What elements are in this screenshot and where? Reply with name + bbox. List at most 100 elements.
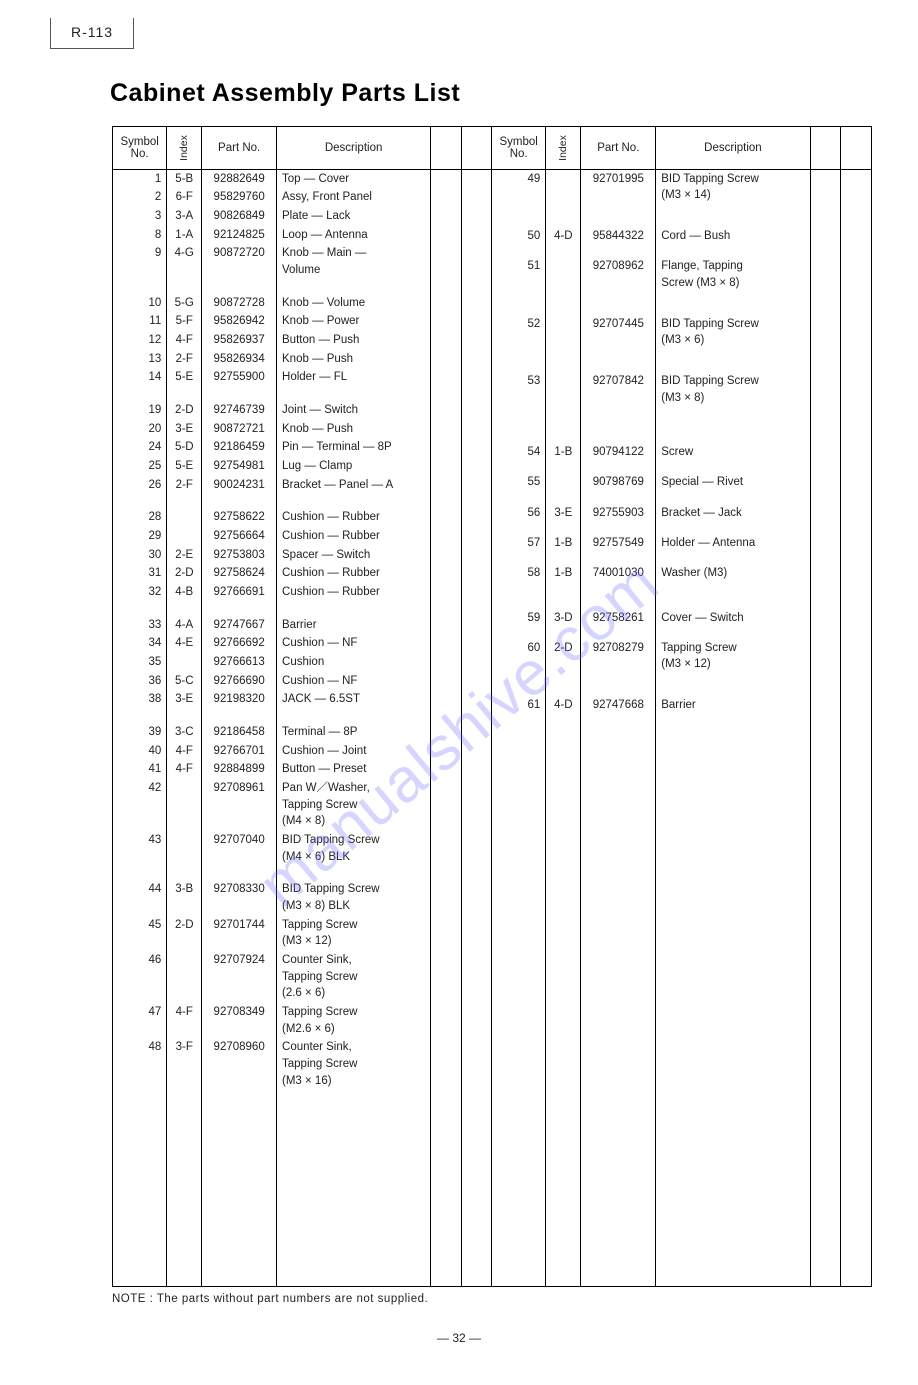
table-row: 312-D92758624Cushion — Rubber xyxy=(113,564,492,583)
cell-description: Holder — FL xyxy=(277,368,431,387)
cell-description: Bracket — Panel — A xyxy=(277,476,431,495)
table-row xyxy=(492,1090,871,1104)
table-row xyxy=(113,494,492,508)
cell-part-no: 92884899 xyxy=(202,760,277,779)
table-row xyxy=(492,838,871,852)
table-row: 5392707842BID Tapping Screw (M3 × 8) xyxy=(492,372,871,429)
cell-blank xyxy=(431,583,461,602)
cell-blank xyxy=(461,350,491,369)
cell-description: BID Tapping Screw (M3 × 14) xyxy=(656,169,810,227)
table-row xyxy=(492,866,871,880)
cell-symbol: 57 xyxy=(492,534,546,564)
cell-blank xyxy=(431,742,461,761)
table-row: 262-F90024231Bracket — Panel — A xyxy=(113,476,492,495)
cell-symbol: 52 xyxy=(492,315,546,372)
cell-index: 1-A xyxy=(167,226,202,245)
cell-blank xyxy=(461,1003,491,1038)
header-blank-2 xyxy=(461,127,491,169)
table-row xyxy=(492,1188,871,1202)
cell-index: 4-E xyxy=(167,634,202,653)
cell-description: Lug — Clamp xyxy=(277,457,431,476)
cell-blank xyxy=(431,169,461,188)
cell-blank xyxy=(461,723,491,742)
cell-part-no: 90794122 xyxy=(581,443,656,473)
cell-blank xyxy=(461,207,491,226)
cell-symbol: 54 xyxy=(492,443,546,473)
cell-index: 3-F xyxy=(167,1038,202,1090)
cell-part-no: 92755900 xyxy=(202,368,277,387)
cell-symbol: 34 xyxy=(113,634,167,653)
table-row xyxy=(492,1174,871,1188)
cell-index: 3-E xyxy=(167,420,202,439)
cell-part-no: 92186458 xyxy=(202,723,277,742)
table-row: 115-F95826942Knob — Power xyxy=(113,312,492,331)
table-row: 2992756664Cushion — Rubber xyxy=(113,527,492,546)
cell-blank xyxy=(810,169,840,227)
table-row: 4392707040BID Tapping Screw (M4 × 6) BLK xyxy=(113,831,492,866)
cell-description: Knob — Main — Volume xyxy=(277,244,431,279)
cell-part-no: 90872720 xyxy=(202,244,277,279)
cell-part-no: 92758624 xyxy=(202,564,277,583)
cell-blank xyxy=(431,350,461,369)
cell-blank xyxy=(841,257,871,314)
cell-part-no: 92757549 xyxy=(581,534,656,564)
cell-blank xyxy=(431,1038,461,1090)
cell-index xyxy=(167,653,202,672)
cell-blank xyxy=(431,207,461,226)
table-row: 105-G90872728Knob — Volume xyxy=(113,294,492,313)
table-row: 443-B92708330BID Tapping Screw (M3 × 8) … xyxy=(113,880,492,915)
cell-description: Counter Sink, Tapping Screw (M3 × 16) xyxy=(277,1038,431,1090)
table-row: 5590798769Special — Rivet xyxy=(492,473,871,503)
cell-blank xyxy=(461,368,491,387)
cell-part-no: 92758622 xyxy=(202,508,277,527)
cell-symbol: 14 xyxy=(113,368,167,387)
cell-symbol: 11 xyxy=(113,312,167,331)
cell-blank xyxy=(461,420,491,439)
table-row xyxy=(113,709,492,723)
cell-part-no: 92708279 xyxy=(581,639,656,696)
cell-symbol: 60 xyxy=(492,639,546,696)
cell-blank xyxy=(810,315,840,372)
cell-blank xyxy=(461,634,491,653)
table-row: 365-C92766690Cushion — NF xyxy=(113,672,492,691)
cell-part-no: 90798769 xyxy=(581,473,656,503)
cell-symbol: 41 xyxy=(113,760,167,779)
cell-blank xyxy=(431,1003,461,1038)
cell-blank xyxy=(431,508,461,527)
cell-index: 3-E xyxy=(546,504,581,534)
cell-index xyxy=(167,779,202,831)
cell-symbol: 31 xyxy=(113,564,167,583)
cell-part-no: 92766613 xyxy=(202,653,277,672)
cell-part-no: 92707445 xyxy=(581,315,656,372)
cell-blank xyxy=(841,372,871,429)
cell-blank xyxy=(461,457,491,476)
cell-symbol: 13 xyxy=(113,350,167,369)
cell-blank xyxy=(431,331,461,350)
table-row xyxy=(492,1160,871,1174)
cell-blank xyxy=(461,951,491,1003)
cell-part-no: 92708960 xyxy=(202,1038,277,1090)
cell-index: 2-E xyxy=(167,546,202,565)
cell-description: Cushion — Joint xyxy=(277,742,431,761)
cell-blank xyxy=(431,457,461,476)
cell-part-no: 92708961 xyxy=(202,779,277,831)
cell-symbol: 8 xyxy=(113,226,167,245)
cell-index xyxy=(546,257,581,314)
cell-symbol: 61 xyxy=(492,696,546,726)
table-row xyxy=(492,1244,871,1258)
table-row: 255-E92754981Lug — Clamp xyxy=(113,457,492,476)
cell-description: Barrier xyxy=(277,616,431,635)
table-row xyxy=(492,1006,871,1020)
table-row xyxy=(113,1272,492,1286)
cell-symbol: 25 xyxy=(113,457,167,476)
table-row xyxy=(492,894,871,908)
header-symbol: Symbol No. xyxy=(113,127,167,169)
cell-part-no: 92766690 xyxy=(202,672,277,691)
table-row xyxy=(113,602,492,616)
cell-description: Cushion xyxy=(277,653,431,672)
table-row xyxy=(113,1230,492,1244)
cell-index: 3-E xyxy=(167,690,202,709)
header-blank-1 xyxy=(810,127,840,169)
cell-blank xyxy=(431,634,461,653)
cell-index: 5-F xyxy=(167,312,202,331)
